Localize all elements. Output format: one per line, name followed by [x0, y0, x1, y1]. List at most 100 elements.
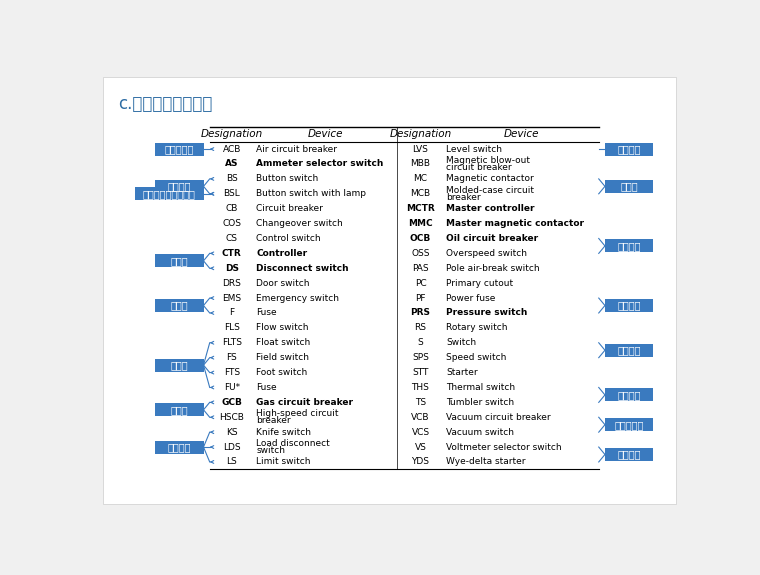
Text: Designation: Designation	[389, 129, 451, 139]
Text: F: F	[230, 308, 234, 317]
FancyBboxPatch shape	[605, 239, 653, 252]
Text: CTR: CTR	[222, 249, 242, 258]
Text: Master controller: Master controller	[446, 204, 534, 213]
Text: Thermal switch: Thermal switch	[446, 383, 515, 392]
Text: switch: switch	[256, 446, 285, 455]
Text: CB: CB	[226, 204, 238, 213]
Text: TS: TS	[415, 398, 426, 407]
Text: OCB: OCB	[410, 234, 431, 243]
Text: Starter: Starter	[446, 368, 478, 377]
Text: Device: Device	[308, 129, 344, 139]
Text: Controller: Controller	[256, 249, 307, 258]
Text: RS: RS	[414, 323, 426, 332]
Text: 热控开关: 热控开关	[617, 345, 641, 355]
Text: Pole air-break switch: Pole air-break switch	[446, 264, 540, 273]
Text: circuit breaker: circuit breaker	[446, 163, 511, 172]
Text: 超速开关: 超速开关	[617, 241, 641, 251]
Text: Button switch: Button switch	[256, 174, 318, 183]
Text: VCB: VCB	[411, 413, 429, 421]
FancyBboxPatch shape	[605, 388, 653, 401]
Text: 门开关: 门开关	[171, 301, 188, 311]
Text: 按钮开关: 按钮开关	[168, 181, 192, 191]
Text: Ammeter selector switch: Ammeter selector switch	[256, 159, 384, 168]
FancyBboxPatch shape	[605, 344, 653, 356]
Text: PAS: PAS	[412, 264, 429, 273]
Text: CS: CS	[226, 234, 238, 243]
FancyBboxPatch shape	[605, 299, 653, 312]
Text: MCTR: MCTR	[406, 204, 435, 213]
Text: 接触器: 接触器	[620, 181, 638, 191]
Text: Master magnetic contactor: Master magnetic contactor	[446, 219, 584, 228]
Text: breaker: breaker	[256, 416, 291, 426]
FancyBboxPatch shape	[156, 299, 204, 312]
Text: Molded-case circuit: Molded-case circuit	[446, 186, 534, 195]
Text: FTS: FTS	[223, 368, 240, 377]
Text: MCB: MCB	[410, 189, 431, 198]
Text: DRS: DRS	[223, 279, 241, 288]
Text: Emergency switch: Emergency switch	[256, 294, 339, 302]
Text: EMS: EMS	[222, 294, 242, 302]
Text: High-speed circuit: High-speed circuit	[256, 409, 339, 418]
Text: SPS: SPS	[412, 353, 429, 362]
Text: Magnetic blow-out: Magnetic blow-out	[446, 156, 530, 165]
Text: Foot switch: Foot switch	[256, 368, 308, 377]
Text: Magnetic contactor: Magnetic contactor	[446, 174, 534, 183]
Text: Control switch: Control switch	[256, 234, 321, 243]
Text: MBB: MBB	[410, 159, 430, 168]
Text: LVS: LVS	[413, 144, 429, 154]
Text: FU*: FU*	[223, 383, 240, 392]
Text: FLTS: FLTS	[222, 338, 242, 347]
Text: 熔断器: 熔断器	[171, 360, 188, 370]
Text: 带指示灯的按钮开关: 带指示灯的按钮开关	[143, 189, 196, 199]
Text: Fuse: Fuse	[256, 308, 277, 317]
Text: Overspeed switch: Overspeed switch	[446, 249, 527, 258]
FancyBboxPatch shape	[156, 359, 204, 371]
Text: 限位开关: 限位开关	[168, 442, 192, 452]
Text: 空气断路器: 空气断路器	[165, 144, 194, 154]
Text: Primary cutout: Primary cutout	[446, 279, 513, 288]
Text: AS: AS	[225, 159, 239, 168]
FancyBboxPatch shape	[103, 76, 676, 504]
Text: KS: KS	[226, 428, 238, 436]
FancyBboxPatch shape	[605, 448, 653, 461]
Text: LDS: LDS	[223, 443, 241, 451]
FancyBboxPatch shape	[156, 254, 204, 267]
Text: 熔断器: 熔断器	[171, 405, 188, 415]
FancyBboxPatch shape	[135, 187, 204, 200]
Text: MC: MC	[413, 174, 427, 183]
Text: GCB: GCB	[221, 398, 242, 407]
Text: FLS: FLS	[224, 323, 239, 332]
FancyBboxPatch shape	[605, 418, 653, 431]
Text: Field switch: Field switch	[256, 353, 309, 362]
Text: c.断路器和开关元件: c.断路器和开关元件	[119, 95, 213, 113]
Text: Voltmeter selector switch: Voltmeter selector switch	[446, 443, 562, 451]
Text: Rotary switch: Rotary switch	[446, 323, 508, 332]
Text: STT: STT	[413, 368, 429, 377]
Text: Circuit breaker: Circuit breaker	[256, 204, 323, 213]
Text: MMC: MMC	[408, 219, 432, 228]
Text: S: S	[418, 338, 423, 347]
Text: Device: Device	[503, 129, 539, 139]
Text: PRS: PRS	[410, 308, 430, 317]
Text: Level switch: Level switch	[446, 144, 502, 154]
Text: Door switch: Door switch	[256, 279, 310, 288]
Text: YDS: YDS	[411, 458, 429, 466]
Text: Designation: Designation	[201, 129, 263, 139]
FancyBboxPatch shape	[156, 403, 204, 416]
Text: Button switch with lamp: Button switch with lamp	[256, 189, 366, 198]
Text: Pressure switch: Pressure switch	[446, 308, 527, 317]
Text: BSL: BSL	[223, 189, 240, 198]
Text: Speed switch: Speed switch	[446, 353, 506, 362]
Text: Load disconnect: Load disconnect	[256, 439, 330, 448]
Text: Knife switch: Knife switch	[256, 428, 311, 436]
Text: Disconnect switch: Disconnect switch	[256, 264, 349, 273]
Text: BS: BS	[226, 174, 238, 183]
Text: OSS: OSS	[411, 249, 429, 258]
Text: Switch: Switch	[446, 338, 477, 347]
Text: LS: LS	[226, 458, 237, 466]
Text: Gas circuit breaker: Gas circuit breaker	[256, 398, 353, 407]
Text: DS: DS	[225, 264, 239, 273]
FancyBboxPatch shape	[605, 143, 653, 156]
Text: Vacuum switch: Vacuum switch	[446, 428, 514, 436]
FancyBboxPatch shape	[156, 440, 204, 454]
